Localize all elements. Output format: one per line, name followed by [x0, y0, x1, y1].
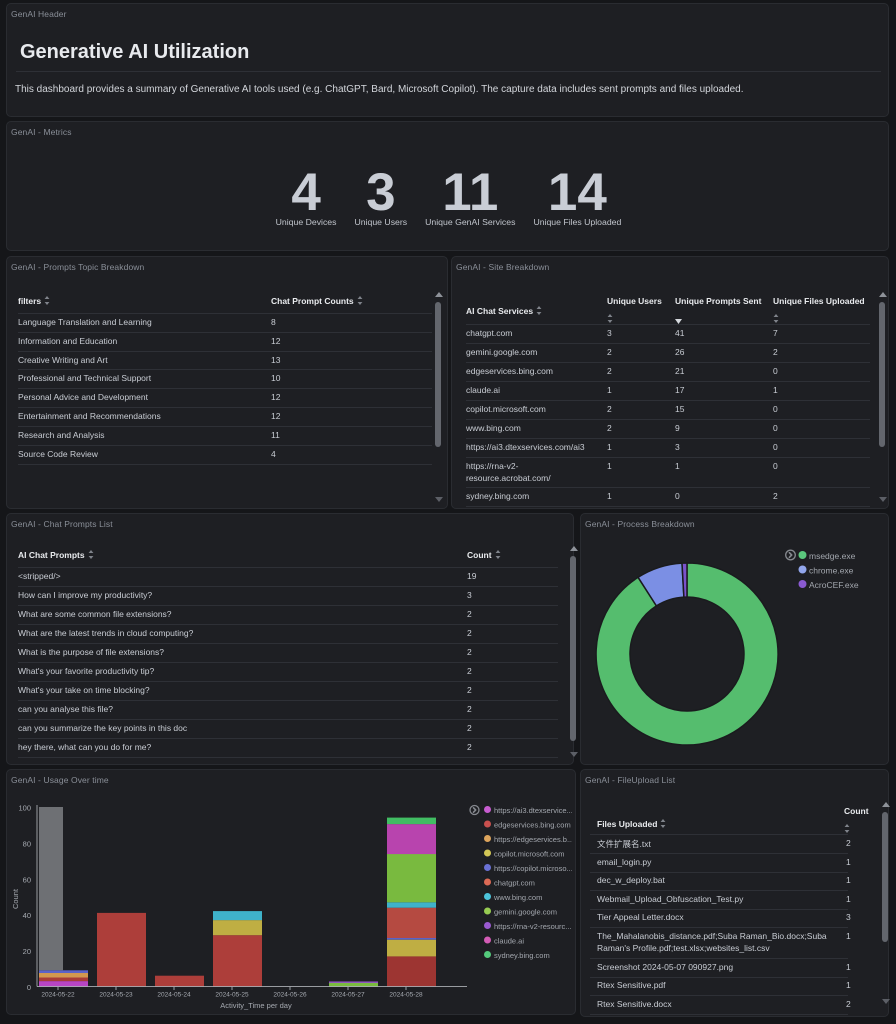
svg-text:2024-05-27: 2024-05-27: [331, 992, 365, 999]
svg-text:2024-05-28: 2024-05-28: [389, 992, 423, 999]
svg-text:msedge.exe: msedge.exe: [809, 551, 856, 561]
svg-text:https://rna-v2-resourc...: https://rna-v2-resourc...: [494, 922, 572, 931]
svg-text:Count: Count: [11, 888, 20, 909]
svg-text:sydney.bing.com: sydney.bing.com: [494, 951, 550, 960]
svg-text:www.bing.com: www.bing.com: [493, 893, 542, 902]
svg-text:chrome.exe: chrome.exe: [809, 566, 854, 576]
svg-text:20: 20: [23, 947, 31, 956]
svg-text:2024-05-25: 2024-05-25: [215, 992, 249, 999]
svg-text:100: 100: [18, 804, 31, 813]
svg-text:gemini.google.com: gemini.google.com: [494, 908, 557, 917]
svg-text:chatgpt.com: chatgpt.com: [494, 879, 535, 888]
svg-text:https://ai3.dtexservice...: https://ai3.dtexservice...: [494, 806, 572, 815]
svg-text:2024-05-24: 2024-05-24: [157, 992, 191, 999]
svg-text:https://copilot.microso...: https://copilot.microso...: [494, 864, 572, 873]
svg-text:https://edgeservices.b...: https://edgeservices.b...: [494, 835, 572, 844]
svg-text:40: 40: [23, 911, 31, 920]
svg-text:2024-05-22: 2024-05-22: [41, 992, 75, 999]
svg-text:2024-05-26: 2024-05-26: [273, 992, 307, 999]
svg-text:0: 0: [27, 983, 31, 992]
svg-text:claude.ai: claude.ai: [494, 937, 524, 946]
svg-text:80: 80: [23, 839, 31, 848]
svg-text:copilot.microsoft.com: copilot.microsoft.com: [494, 850, 564, 859]
svg-text:edgeservices.bing.com: edgeservices.bing.com: [494, 821, 571, 830]
svg-text:AcroCEF.exe: AcroCEF.exe: [809, 580, 859, 590]
svg-text:Activity_Time per day: Activity_Time per day: [220, 1001, 292, 1010]
svg-text:2024-05-23: 2024-05-23: [99, 992, 133, 999]
svg-text:60: 60: [23, 875, 31, 884]
